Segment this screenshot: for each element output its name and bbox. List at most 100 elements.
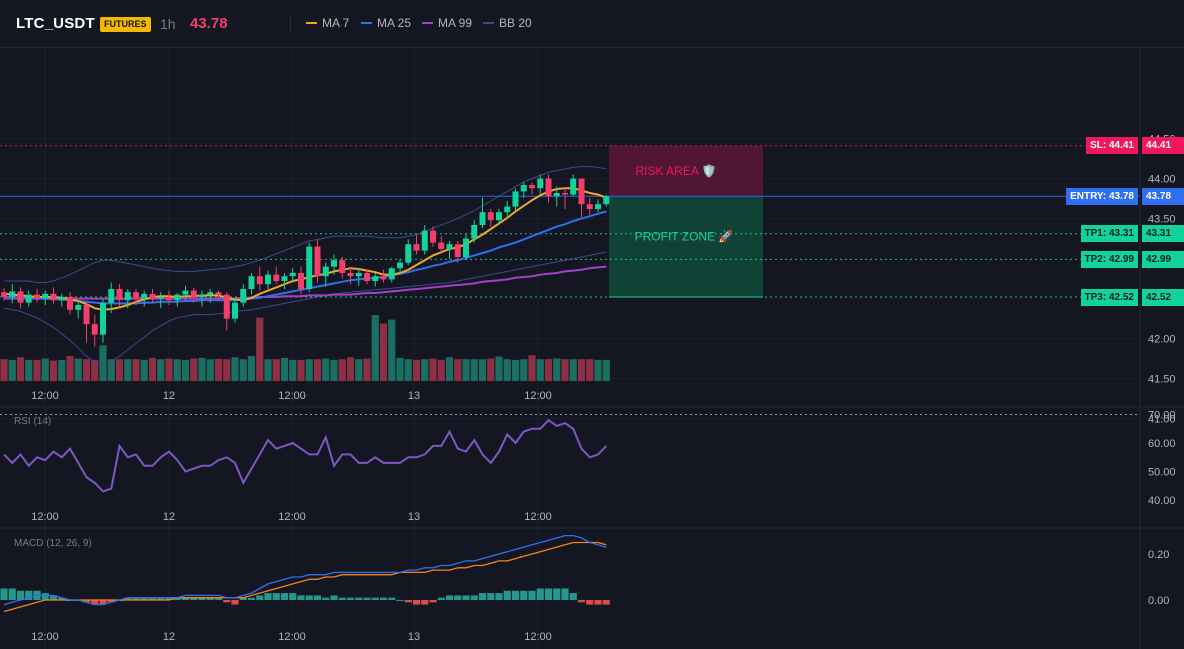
volume-bar: [49, 360, 58, 381]
macd-histogram-bar: [470, 595, 478, 600]
macd-histogram-bar: [553, 588, 561, 600]
candle-body: [331, 260, 337, 267]
volume-bar: [264, 359, 272, 381]
volume-bar: [148, 357, 157, 381]
candle-body: [479, 212, 486, 225]
candle-body: [537, 178, 544, 189]
candle-body: [157, 297, 164, 299]
volume-bar: [445, 357, 454, 381]
candle-body: [83, 305, 90, 325]
time-tick-label: 12: [163, 511, 175, 523]
legend-ma99[interactable]: MA 99: [422, 16, 472, 30]
time-tick-label: 12:00: [524, 390, 552, 402]
macd-histogram-bar: [82, 600, 91, 603]
macd-histogram-bar: [462, 595, 470, 600]
volume-bar: [33, 359, 41, 381]
volume-bar: [206, 359, 214, 381]
macd-histogram-bar: [132, 597, 140, 600]
volume-bar: [239, 359, 247, 381]
rsi-title: RSI (14): [14, 416, 51, 427]
price-tick-label: 41.50: [1148, 374, 1176, 386]
macd-histogram-bar: [148, 597, 157, 600]
legend-swatch: [422, 22, 433, 24]
candle-body: [207, 292, 214, 295]
macd-histogram-bar: [520, 590, 528, 600]
profit-zone: [609, 196, 763, 297]
candle-body: [471, 225, 478, 239]
volume-bar: [561, 359, 569, 381]
volume-bar: [478, 359, 487, 381]
price-tick-label: 44.00: [1148, 174, 1176, 186]
time-tick-label: 12:00: [31, 390, 59, 402]
volume-bar: [396, 357, 404, 381]
candle-body: [273, 274, 280, 281]
rsi-tick-label: 60.00: [1148, 438, 1176, 450]
macd-histogram-bar: [99, 600, 107, 605]
macd-histogram-bar: [231, 600, 239, 605]
level-label: TP3: 42.52: [1080, 288, 1138, 306]
candle-body: [529, 185, 535, 189]
volume-bar: [0, 359, 8, 381]
candle-body: [322, 266, 329, 277]
macd-histogram-bar: [305, 595, 313, 600]
volume-bar: [437, 359, 445, 381]
macd-histogram-bar: [124, 597, 132, 600]
legend-bb20[interactable]: BB 20: [483, 16, 532, 30]
timeframe-label[interactable]: 1h: [160, 16, 176, 32]
candle-body: [339, 260, 346, 273]
candle-body: [430, 230, 436, 243]
macd-histogram-bar: [0, 588, 8, 600]
macd-histogram-bar: [289, 593, 297, 600]
volume-bar: [586, 359, 594, 381]
time-tick-label: 12:00: [524, 631, 552, 643]
volume-bar: [157, 359, 165, 381]
legend-ma7[interactable]: MA 7: [306, 16, 349, 30]
macd-histogram-bar: [25, 590, 33, 600]
volume-bar: [511, 359, 520, 381]
candle-body: [9, 291, 16, 297]
macd-histogram-bar: [280, 593, 289, 600]
macd-histogram-bar: [206, 597, 214, 600]
time-tick-label: 13: [408, 511, 420, 523]
volume-bar: [8, 359, 16, 381]
volume-bar: [91, 359, 99, 381]
volume-bar: [99, 345, 107, 381]
candle-body: [595, 204, 601, 209]
candle-body: [240, 289, 247, 303]
futures-badge: FUTURES: [100, 17, 151, 32]
candle-body: [553, 193, 560, 197]
candle-body: [347, 273, 354, 277]
candle-body: [289, 273, 296, 277]
candle-body: [75, 305, 82, 310]
level-label: TP1: 43.31: [1080, 225, 1138, 243]
candle-body: [215, 292, 222, 295]
candle-body: [67, 297, 73, 310]
volume-bar: [594, 359, 602, 381]
candle-body: [504, 206, 511, 213]
level-label: ENTRY: 43.78: [1066, 187, 1138, 205]
symbol-label[interactable]: LTC_USDT: [16, 15, 95, 32]
time-tick-label: 12:00: [31, 511, 59, 523]
volume-bar: [82, 359, 91, 381]
candle-body: [133, 292, 139, 299]
macd-histogram-bar: [247, 597, 256, 600]
candle-body: [562, 193, 568, 195]
macd-histogram-bar: [256, 595, 264, 600]
level-price-tag: 43.31: [1142, 225, 1184, 243]
volume-bar: [25, 359, 33, 381]
macd-histogram-bar: [41, 593, 49, 600]
macd-histogram-bar: [421, 600, 429, 605]
macd-histogram-bar: [181, 597, 190, 600]
bb-lower-line: [3, 251, 607, 365]
candle-body: [265, 274, 271, 285]
volume-bar: [140, 359, 148, 381]
level-label: SL: 44.41: [1086, 137, 1138, 155]
macd-histogram-bar: [190, 597, 198, 600]
legend-ma25[interactable]: MA 25: [361, 16, 411, 30]
volume-bar: [528, 355, 536, 381]
risk-area-label: RISK AREA 🛡️: [636, 164, 717, 178]
rsi-tick-label: 70.00: [1148, 410, 1176, 422]
candle-body: [570, 178, 577, 195]
volume-bar: [313, 359, 322, 381]
